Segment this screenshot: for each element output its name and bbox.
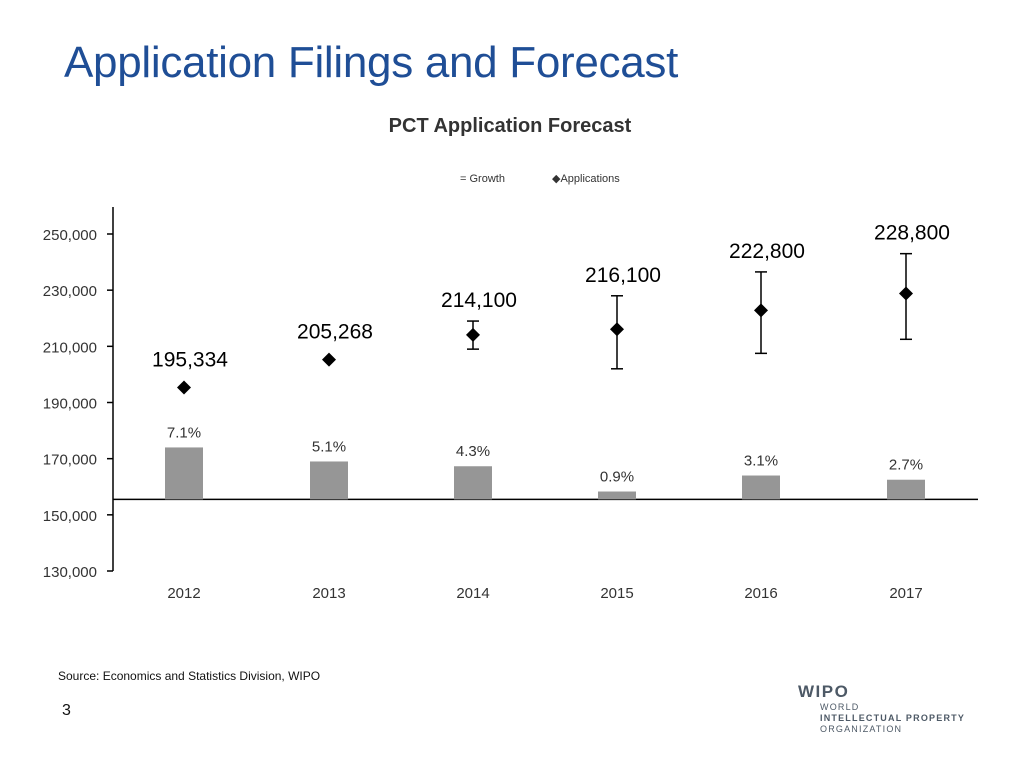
application-marker <box>177 380 191 395</box>
page-title: Application Filings and Forecast <box>64 38 679 87</box>
application-marker <box>322 352 336 367</box>
y-tick-label: 190,000 <box>43 396 97 413</box>
application-label: 214,100 <box>441 289 517 312</box>
page-number: 3 <box>62 702 71 719</box>
growth-bar <box>598 491 636 500</box>
growth-label: 3.1% <box>744 453 778 470</box>
logo-line-3: ORGANIZATION <box>820 724 903 734</box>
x-tick-label: 2017 <box>889 585 922 602</box>
logo-line-2: INTELLECTUAL PROPERTY <box>820 713 966 723</box>
growth-bar <box>454 466 492 500</box>
y-tick-label: 210,000 <box>43 339 97 356</box>
application-marker <box>899 286 913 301</box>
growth-bar <box>165 447 203 500</box>
growth-label: 2.7% <box>889 457 923 474</box>
application-label: 222,800 <box>729 240 805 263</box>
x-tick-label: 2016 <box>744 585 777 602</box>
y-tick-label: 150,000 <box>43 508 97 525</box>
application-marker <box>466 327 480 342</box>
x-tick-label: 2015 <box>600 585 633 602</box>
x-tick-label: 2013 <box>312 585 345 602</box>
wipo-logo: WIPO WORLD INTELLECTUAL PROPERTY ORGANIZ… <box>798 682 998 735</box>
chart-title: PCT Application Forecast <box>389 115 632 137</box>
x-tick-label: 2014 <box>456 585 489 602</box>
chart-legend: = Growth ◆Applications <box>460 173 620 185</box>
logo-line-1: WORLD <box>820 702 860 712</box>
y-axis: 130,000 150,000 170,000 190,000 210,000 230,0… <box>43 207 114 581</box>
y-tick-label: 130,000 <box>43 564 97 581</box>
x-tick-label: 2012 <box>167 585 200 602</box>
y-tick-label: 170,000 <box>43 452 97 469</box>
x-axis: 2012 2013 2014 2015 2016 2017 <box>113 498 978 602</box>
y-tick-label: 250,000 <box>43 227 97 244</box>
application-points: 195,334 205,268 214,100 216,100 222,800 228,8… <box>152 222 950 395</box>
growth-label: 5.1% <box>312 438 346 455</box>
growth-bar <box>887 479 925 500</box>
growth-label: 4.3% <box>456 443 490 460</box>
y-tick-label: 230,000 <box>43 283 97 300</box>
application-label: 216,100 <box>585 264 661 287</box>
growth-label: 0.9% <box>600 469 634 486</box>
growth-label: 7.1% <box>167 424 201 441</box>
logo-wordmark: WIPO <box>798 682 850 701</box>
application-marker <box>754 303 768 318</box>
source-note: Source: Economics and Statistics Divisio… <box>58 669 321 683</box>
growth-bars: 7.1% 5.1% 4.3% 0.9% 3.1% 2.7% <box>165 424 925 500</box>
legend-entry-applications: ◆Applications <box>552 173 620 185</box>
application-label: 228,800 <box>874 222 950 245</box>
growth-bar <box>310 461 348 500</box>
growth-bar <box>742 475 780 500</box>
application-label: 195,334 <box>152 349 228 372</box>
application-label: 205,268 <box>297 321 373 344</box>
legend-entry-growth: = Growth <box>460 173 505 185</box>
application-marker <box>610 322 624 337</box>
